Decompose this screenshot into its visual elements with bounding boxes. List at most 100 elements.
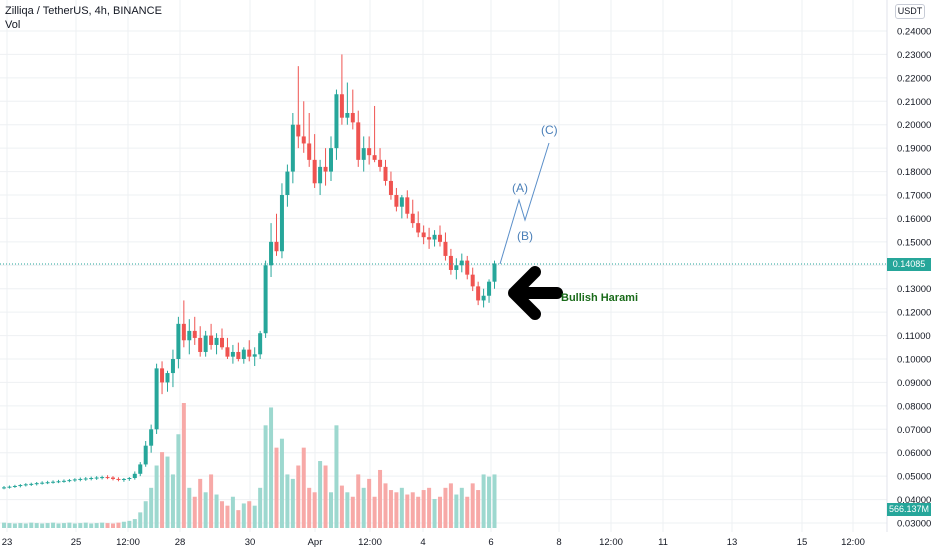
volume-bar [296, 465, 301, 528]
volume-bar [334, 425, 339, 528]
candle [290, 113, 295, 184]
candle-body [40, 482, 45, 484]
candle-body [23, 484, 28, 486]
price-axis[interactable]: 0.24000 0.23000 0.22000 0.21000 0.20000 0.190… [897, 27, 931, 530]
volume-bar [476, 490, 481, 528]
candle [318, 159, 323, 195]
candle-body [459, 260, 464, 266]
last-volume-tag: 566.137M [887, 503, 931, 516]
x-tick-label: 11 [658, 537, 668, 548]
volume-bar [481, 474, 486, 528]
volume-bar [198, 478, 203, 528]
candle-body [383, 166, 388, 181]
candle [236, 342, 241, 362]
volume-bar [258, 487, 263, 528]
pattern-label: Bullish Harami [561, 292, 638, 304]
candle [301, 101, 306, 153]
y-tick-label: 0.04000 [897, 495, 931, 506]
candle-body [432, 234, 437, 240]
candle [470, 267, 475, 292]
candle [209, 323, 214, 350]
candle [7, 485, 12, 489]
x-tick-label: 30 [245, 537, 256, 548]
wave-projection-line[interactable] [499, 142, 550, 265]
volume-bar [116, 522, 121, 528]
candle [18, 484, 23, 488]
candle-body [165, 373, 170, 383]
candle-body [274, 241, 279, 252]
volume-bar [111, 523, 115, 528]
candle-body [416, 223, 421, 233]
volume-bar [105, 523, 110, 528]
x-tick-label: 28 [175, 537, 186, 548]
x-tick-label: 15 [797, 537, 808, 548]
volume-bar [241, 503, 246, 528]
candle-body [121, 478, 126, 480]
candle [225, 337, 230, 359]
candle-body [236, 351, 241, 359]
candle [78, 477, 83, 482]
candle [334, 89, 339, 160]
y-tick-label: 0.11000 [897, 331, 931, 342]
volume-bar [285, 474, 290, 528]
candle-body [334, 94, 339, 149]
candle-body [367, 148, 372, 156]
candle-body [78, 478, 83, 480]
volume-bar [51, 522, 56, 528]
candle-body [476, 286, 481, 301]
candle [394, 187, 399, 212]
volume-bar [29, 522, 34, 528]
candle-body [329, 148, 333, 172]
volume-indicator-label[interactable]: Vol [5, 19, 21, 31]
volume-bar [160, 452, 165, 528]
volume-bar [312, 492, 317, 528]
candle [487, 279, 492, 303]
volume-bar [100, 522, 105, 528]
candle-body [214, 337, 219, 345]
wave-b-label: (B) [517, 229, 533, 243]
candle-body [372, 155, 377, 160]
candle-body [356, 122, 361, 160]
volume-bar [492, 474, 497, 528]
candle [361, 136, 366, 172]
candle [388, 171, 393, 200]
volume-bar [230, 496, 235, 528]
candle [149, 424, 154, 453]
candle-body [154, 368, 159, 430]
volume-bar [181, 403, 186, 528]
y-tick-label: 0.03000 [897, 519, 931, 530]
symbol-title[interactable]: Zilliqa / TetherUS, 4h, BINANCE [5, 5, 162, 17]
candle-body [143, 445, 148, 465]
candle-body [378, 159, 383, 167]
currency-badge[interactable]: USDT [895, 4, 925, 19]
candle-body [56, 481, 61, 483]
left-arrow-icon[interactable] [508, 266, 563, 320]
wave-a-label: (A) [512, 181, 528, 195]
candle [372, 105, 377, 163]
candle [285, 164, 290, 207]
y-tick-label: 0.24000 [897, 27, 931, 38]
volume-bar [214, 494, 219, 528]
candle-body [2, 487, 6, 489]
candle [111, 476, 115, 481]
volume-bar [290, 478, 295, 528]
volume-bar [405, 494, 410, 528]
y-tick-label: 0.23000 [897, 50, 931, 61]
candle-body [394, 195, 399, 207]
volume-bar [170, 474, 175, 528]
candle [45, 480, 50, 485]
candle [83, 477, 88, 481]
time-axis[interactable]: 23 25 12:00 28 30 Apr 12:00 4 6 8 12:00 11 13 15 12:00 [2, 537, 865, 548]
y-tick-label: 0.12000 [897, 308, 931, 319]
candle [356, 110, 361, 167]
volume-bar [307, 487, 312, 528]
candle-body [487, 281, 492, 296]
candle-body [350, 113, 355, 123]
candle-body [34, 483, 39, 485]
candle-body [312, 159, 317, 184]
volume-bar [367, 478, 372, 528]
candle-body [345, 113, 350, 118]
candle-body [160, 368, 165, 383]
candle [12, 484, 17, 488]
